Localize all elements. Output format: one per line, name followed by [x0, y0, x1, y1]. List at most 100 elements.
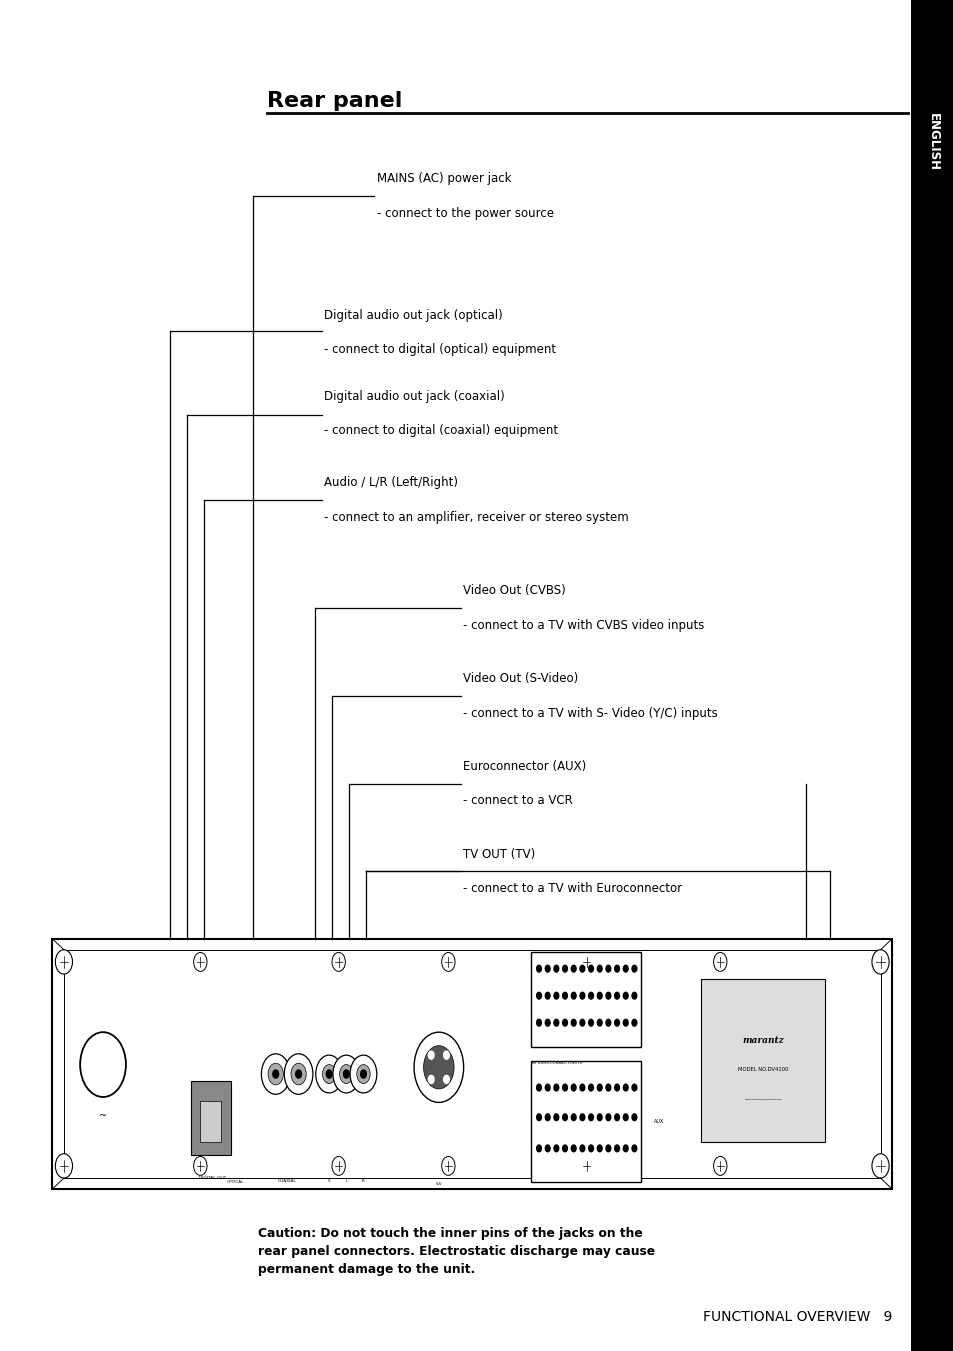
Circle shape — [597, 992, 601, 1000]
Circle shape — [284, 1054, 313, 1094]
Circle shape — [631, 1146, 637, 1151]
Circle shape — [536, 1113, 540, 1121]
Circle shape — [579, 992, 584, 1000]
Bar — [191, 1081, 231, 1155]
Circle shape — [545, 1084, 550, 1092]
Text: - connect to digital (optical) equipment: - connect to digital (optical) equipment — [324, 343, 556, 357]
Circle shape — [536, 1020, 540, 1027]
Circle shape — [356, 1065, 370, 1084]
Circle shape — [597, 1020, 601, 1027]
Circle shape — [605, 965, 610, 973]
Circle shape — [554, 1020, 558, 1027]
Circle shape — [333, 1055, 359, 1093]
Circle shape — [562, 1113, 567, 1121]
Bar — [910, 0, 953, 1351]
Text: - connect to a VCR: - connect to a VCR — [462, 794, 572, 808]
Circle shape — [631, 965, 637, 973]
Circle shape — [614, 1020, 618, 1027]
Circle shape — [193, 1156, 207, 1175]
Circle shape — [631, 1113, 637, 1121]
Circle shape — [554, 1113, 558, 1121]
Bar — [64, 950, 880, 1178]
Circle shape — [605, 992, 610, 1000]
Text: Euroconnector (AUX): Euroconnector (AUX) — [462, 759, 585, 773]
Text: Audio / L/R (Left/Right): Audio / L/R (Left/Right) — [324, 476, 457, 489]
Bar — [531, 952, 640, 1047]
Text: - connect to an amplifier, receiver or stereo system: - connect to an amplifier, receiver or s… — [324, 511, 628, 524]
Text: Rear panel: Rear panel — [267, 91, 402, 111]
Circle shape — [713, 1156, 726, 1175]
Text: Video Out (CVBS): Video Out (CVBS) — [462, 584, 565, 597]
Circle shape — [554, 1146, 558, 1151]
Circle shape — [291, 1063, 306, 1085]
Circle shape — [597, 1113, 601, 1121]
Circle shape — [571, 1084, 576, 1092]
Circle shape — [614, 1146, 618, 1151]
Circle shape — [614, 1084, 618, 1092]
Circle shape — [579, 1084, 584, 1092]
Circle shape — [315, 1055, 342, 1093]
Text: ENGLISH: ENGLISH — [925, 113, 939, 170]
Circle shape — [554, 1084, 558, 1092]
Text: R: R — [361, 1179, 365, 1183]
Circle shape — [332, 952, 345, 971]
Circle shape — [622, 1113, 627, 1121]
Circle shape — [536, 1146, 540, 1151]
Circle shape — [326, 1070, 332, 1078]
Circle shape — [193, 952, 207, 971]
Circle shape — [631, 1084, 637, 1092]
Circle shape — [295, 1070, 301, 1078]
Text: - connect to a TV with Euroconnector: - connect to a TV with Euroconnector — [462, 882, 681, 896]
Circle shape — [571, 992, 576, 1000]
Circle shape — [579, 1146, 584, 1151]
Text: L: L — [345, 1179, 347, 1183]
Circle shape — [605, 1146, 610, 1151]
Circle shape — [545, 1113, 550, 1121]
Circle shape — [605, 1113, 610, 1121]
Circle shape — [579, 965, 584, 973]
Bar — [700, 979, 824, 1142]
Circle shape — [350, 1055, 376, 1093]
Circle shape — [614, 965, 618, 973]
Circle shape — [562, 965, 567, 973]
Text: S: S — [328, 1179, 330, 1183]
Text: Video Out (S-Video): Video Out (S-Video) — [462, 671, 578, 685]
Circle shape — [713, 952, 726, 971]
Circle shape — [322, 1065, 335, 1084]
Circle shape — [545, 1020, 550, 1027]
Circle shape — [343, 1070, 349, 1078]
Circle shape — [562, 1020, 567, 1027]
Text: - connect to a TV with S- Video (Y/C) inputs: - connect to a TV with S- Video (Y/C) in… — [462, 707, 717, 720]
Circle shape — [562, 1146, 567, 1151]
Text: Digital audio out jack (coaxial): Digital audio out jack (coaxial) — [324, 389, 504, 403]
Circle shape — [545, 965, 550, 973]
Text: AUX: AUX — [653, 1119, 663, 1124]
Circle shape — [871, 1154, 888, 1178]
Text: AV EUROCONNECTOR/TV: AV EUROCONNECTOR/TV — [531, 1061, 582, 1065]
Circle shape — [605, 1084, 610, 1092]
Bar — [52, 939, 891, 1189]
Circle shape — [414, 1032, 463, 1102]
Circle shape — [428, 1075, 434, 1084]
Circle shape — [571, 1020, 576, 1027]
Circle shape — [545, 1146, 550, 1151]
Circle shape — [622, 992, 627, 1000]
Circle shape — [614, 1113, 618, 1121]
Circle shape — [579, 1156, 593, 1175]
Circle shape — [536, 992, 540, 1000]
Text: OPTICAL: OPTICAL — [227, 1181, 244, 1185]
Circle shape — [443, 1075, 449, 1084]
Circle shape — [360, 1070, 366, 1078]
Circle shape — [55, 1154, 72, 1178]
Circle shape — [579, 1113, 584, 1121]
Circle shape — [588, 965, 593, 973]
Circle shape — [443, 1051, 449, 1059]
Circle shape — [622, 1146, 627, 1151]
Text: Digital audio out jack (optical): Digital audio out jack (optical) — [324, 308, 502, 322]
Circle shape — [631, 1020, 637, 1027]
Circle shape — [597, 965, 601, 973]
Text: Caution: Do not touch the inner pins of the jacks on the
rear panel connectors. : Caution: Do not touch the inner pins of … — [257, 1227, 654, 1275]
Circle shape — [597, 1084, 601, 1092]
Circle shape — [545, 992, 550, 1000]
Circle shape — [597, 1146, 601, 1151]
